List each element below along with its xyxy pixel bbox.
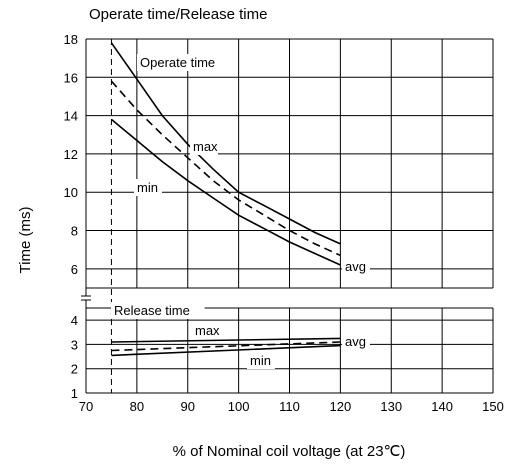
chart-title: Operate time/Release time bbox=[89, 6, 268, 23]
operate-series-avg bbox=[110, 80, 341, 257]
y-tick-label: 12 bbox=[64, 147, 78, 162]
y-tick-label: 18 bbox=[64, 32, 78, 47]
y-tick-label: 1 bbox=[71, 386, 78, 401]
x-tick-label: 110 bbox=[279, 399, 300, 414]
operate-max-label-bg bbox=[190, 138, 218, 155]
release-avg-label-bg bbox=[342, 333, 370, 350]
x-tick-label: 150 bbox=[482, 399, 504, 414]
y-tick-label: 4 bbox=[71, 313, 78, 328]
operate-time-label: Operate time bbox=[140, 55, 215, 70]
release-min-label: min bbox=[250, 353, 271, 368]
release-max-label-bg bbox=[192, 322, 220, 339]
release-min-label-bg bbox=[247, 352, 275, 369]
release-time-label: Release time bbox=[114, 303, 190, 318]
y-axis-label: Time (ms) bbox=[17, 207, 34, 274]
x-tick-label: 90 bbox=[181, 399, 195, 414]
operate-min-label: min bbox=[137, 180, 158, 195]
release-series-min bbox=[111, 344, 341, 357]
release-max-label: max bbox=[195, 323, 220, 338]
release-series-avg bbox=[111, 341, 341, 352]
release-series-max bbox=[111, 337, 341, 343]
series bbox=[110, 39, 341, 393]
x-tick-label: 140 bbox=[431, 399, 453, 414]
x-axis-label: % of Nominal coil voltage (at 23℃) bbox=[172, 443, 406, 460]
y-tick-label: 6 bbox=[71, 262, 78, 277]
operate-max-label: max bbox=[193, 139, 218, 154]
y-tick-label: 2 bbox=[71, 362, 78, 377]
release-time-label-bg bbox=[111, 302, 205, 319]
y-tick-label: 16 bbox=[64, 70, 78, 85]
operate-avg-label: avg bbox=[345, 259, 366, 274]
operate-series-max bbox=[110, 42, 341, 245]
x-tick-label: 80 bbox=[130, 399, 144, 414]
y-tick-label: 8 bbox=[71, 224, 78, 239]
x-tick-label: 100 bbox=[228, 399, 250, 414]
x-tick-label: 70 bbox=[79, 399, 93, 414]
operate-min-label-bg bbox=[134, 179, 162, 196]
release-avg-label: avg bbox=[345, 334, 366, 349]
operate-series-min bbox=[110, 118, 341, 266]
y-tick-label: 3 bbox=[71, 337, 78, 352]
operate-avg-label-bg bbox=[342, 258, 370, 275]
annotations: Operate time Release time max min avg max min a… bbox=[111, 54, 370, 369]
x-tick-label: 130 bbox=[380, 399, 402, 414]
x-tick-label: 120 bbox=[330, 399, 352, 414]
y-tick-label: 14 bbox=[64, 109, 78, 124]
y-tick-label: 10 bbox=[64, 185, 78, 200]
operate-time-label-bg bbox=[137, 54, 231, 71]
